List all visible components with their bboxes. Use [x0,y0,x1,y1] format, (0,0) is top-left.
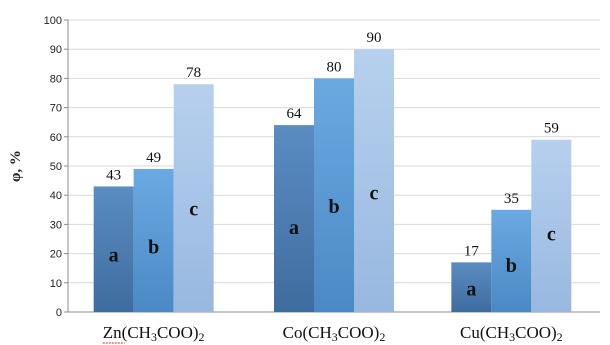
bar-series-letter: a [109,244,119,266]
y-tick-label: 30 [50,219,62,231]
category-label-text: COO) [515,323,557,342]
bar-b-2 [314,78,354,313]
category-label-text: Zn(CH [103,323,151,342]
bar-series-letter: b [328,196,339,218]
category-label-subscript: 2 [199,330,205,344]
data-label: 64 [287,106,303,122]
y-tick-label: 80 [50,73,62,85]
bar-series-letter: c [189,199,198,221]
category-label: Co(CH3COO)2 [283,323,386,344]
labels: 43a49b78cZn(CH3COO)264a80b90cCo(CH3COO)2… [102,30,563,344]
category-label-subscript: 3 [509,330,515,344]
bar-b-1 [133,168,174,312]
bar-c-3 [531,139,572,312]
bars [93,49,572,313]
category-label-text: Co(CH [283,323,332,342]
category-label: Zn(CH3COO)2 [103,323,205,344]
bar-c-1 [173,84,214,313]
bar-c-2 [354,49,394,312]
data-label: 35 [504,191,519,207]
category-label-subscript: 2 [379,330,385,344]
category-label-subscript: 2 [557,330,563,344]
y-tick-label: 0 [56,307,62,319]
category-label: Cu(CH3COO)2 [460,323,563,344]
category-label-text: COO) [338,323,380,342]
data-label: 59 [544,121,559,137]
y-tick-label: 20 [50,249,62,261]
bar-b-3 [491,209,532,312]
data-label: 78 [186,65,201,81]
bar-a-2 [274,125,314,313]
data-label: 90 [367,30,382,46]
category-label-subscript: 3 [332,330,338,344]
data-label: 43 [106,167,121,183]
data-label: 80 [327,59,342,75]
y-tick-label: 100 [44,15,62,27]
y-tick-label: 40 [50,190,62,202]
bar-a-1 [93,186,134,312]
data-label: 17 [464,243,480,259]
bar-series-letter: c [547,223,556,245]
data-label: 49 [146,150,161,166]
y-tick-label: 50 [50,161,62,173]
bar-series-letter: b [148,237,159,259]
bar-series-letter: a [289,217,299,239]
category-label-text: COO) [157,323,199,342]
bar-series-letter: c [370,183,379,205]
bar-series-letter: a [466,279,476,301]
y-tick-label: 10 [50,278,62,290]
category-label-subscript: 3 [151,330,157,344]
bar-series-letter: b [506,255,517,277]
y-tick-label: 60 [50,132,62,144]
category-label-text: Cu(CH [460,323,509,342]
y-tick-label: 90 [50,44,62,56]
bar-a-3 [451,262,492,312]
y-axis-label: φ, % [8,150,24,182]
y-tick-label: 70 [50,103,62,115]
